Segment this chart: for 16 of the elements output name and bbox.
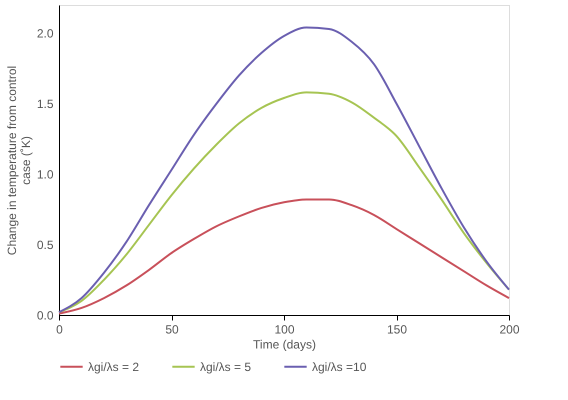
legend-label: λgi/λs = 5	[200, 360, 252, 374]
x-tick-label: 100	[274, 322, 295, 336]
y-tick-label: 1.0	[36, 168, 54, 182]
legend-label: λgi/λs = 2	[88, 360, 140, 374]
x-tick-label: 200	[499, 322, 520, 336]
legend-label: λgi/λs =10	[312, 360, 367, 374]
x-axis-title: Time (days)	[253, 338, 316, 352]
y-tick-label: 0.0	[36, 308, 54, 322]
line-series	[58, 26, 510, 314]
y-tick-label: 1.5	[36, 97, 54, 112]
y-tick-label: 2.0	[36, 26, 54, 41]
y-tick-label: 0.5	[36, 238, 54, 252]
x-tick-label: 150	[386, 322, 408, 336]
x-tick-label: 0	[56, 322, 64, 336]
x-tick-label: 50	[165, 322, 179, 336]
y-axis-title: Change in temperature from control case (˚K)	[4, 66, 33, 256]
